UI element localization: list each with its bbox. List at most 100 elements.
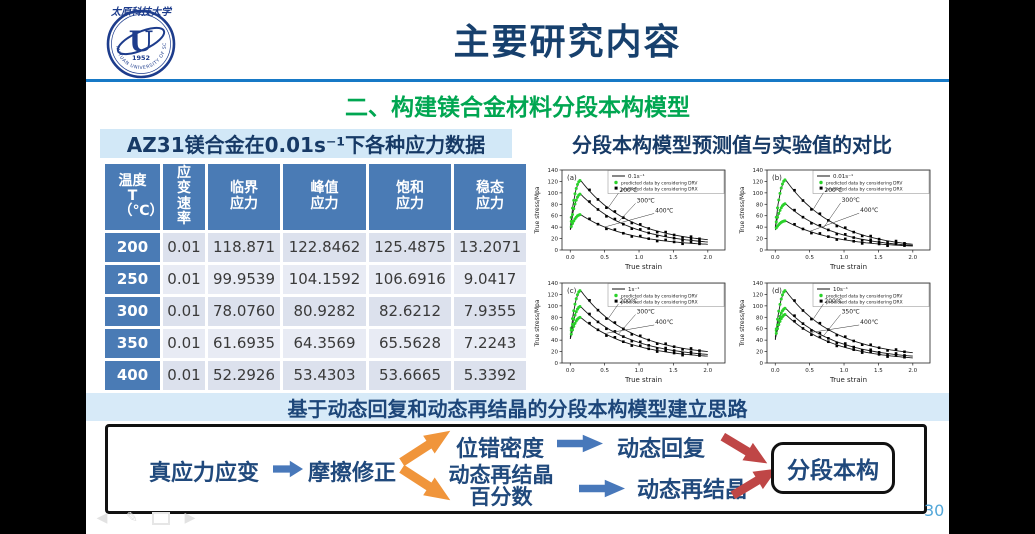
- temperature-cell: 400: [105, 360, 160, 390]
- temperature-cell: 200: [105, 232, 160, 262]
- svg-text:80: 80: [756, 315, 763, 321]
- svg-text:predicted data by considering: predicted data by considering DRX: [621, 187, 698, 193]
- table-header-row: 温度T（℃） 应变速率 临界应力 峰值应力 饱和应力 稳态应力: [105, 164, 526, 230]
- svg-text:太原科技大学: 太原科技大学: [110, 6, 173, 18]
- svg-text:400℃: 400℃: [655, 319, 673, 326]
- svg-text:200℃: 200℃: [619, 187, 637, 194]
- svg-text:60: 60: [756, 214, 763, 220]
- svg-text:120: 120: [548, 292, 559, 298]
- value-cell: 64.3569: [283, 328, 366, 358]
- svg-text:80: 80: [756, 202, 763, 208]
- column-header: 应变速率: [163, 164, 205, 230]
- svg-text:0.5: 0.5: [805, 255, 814, 261]
- value-cell: 7.2243: [454, 328, 526, 358]
- svg-text:1.5: 1.5: [874, 368, 883, 374]
- svg-text:80: 80: [551, 315, 558, 321]
- page-number: 30: [924, 501, 945, 520]
- svg-text:(c): (c): [567, 287, 577, 295]
- table-body: 200 0.01 118.871 122.8462 125.4875 13.2071 250…: [105, 232, 526, 390]
- svg-text:2.0: 2.0: [703, 255, 712, 261]
- svg-text:0.0: 0.0: [771, 368, 780, 374]
- column-header: 峰值应力: [283, 164, 366, 230]
- svg-text:120: 120: [548, 179, 559, 185]
- arrow-right-icon: [273, 460, 303, 478]
- svg-text:predicted data by considering: predicted data by considering DRV: [826, 293, 902, 299]
- column-header: 临界应力: [208, 164, 280, 230]
- temperature-cell: 300: [105, 296, 160, 326]
- svg-text:100: 100: [753, 304, 764, 310]
- svg-text:1.0: 1.0: [840, 255, 849, 261]
- svg-text:True strain: True strain: [829, 263, 867, 271]
- stress-strain-plot: 0 20 40 60 80 100 120 140 0.0 0.5 1.0 1.5 2.0 True st…: [739, 168, 931, 271]
- flow-node-true-stress-strain: 真应力应变: [149, 461, 260, 486]
- value-cell: 0.01: [163, 328, 205, 358]
- svg-text:(b): (b): [772, 174, 782, 182]
- svg-text:300℃: 300℃: [637, 197, 655, 204]
- stress-strain-plot: 0 20 40 60 80 100 120 140 0.0 0.5 1.0 1.5 2.0 True st…: [534, 168, 726, 271]
- svg-text:2.0: 2.0: [908, 255, 917, 261]
- comparison-charts: 0 20 40 60 80 100 120 140 0.0 0.5 1.0 1.5 2.0 True st…: [532, 163, 938, 389]
- svg-text:0: 0: [760, 361, 764, 367]
- flow-node-dislocation-density: 位错密度: [456, 437, 545, 462]
- stress-strain-plot: 0 20 40 60 80 100 120 140 0.0 0.5 1.0 1.5 2.0 True st…: [534, 281, 726, 384]
- arrow-down-right-icon: [717, 427, 773, 473]
- svg-text:True strain: True strain: [829, 376, 867, 384]
- svg-text:1s⁻¹: 1s⁻¹: [628, 286, 639, 293]
- value-cell: 7.9355: [454, 296, 526, 326]
- svg-text:predicted data by considering: predicted data by considering DRX: [621, 300, 698, 306]
- svg-text:predicted data by considering: predicted data by considering DRV: [621, 293, 697, 299]
- value-cell: 53.6665: [369, 360, 451, 390]
- svg-text:1.5: 1.5: [874, 255, 883, 261]
- value-cell: 9.0417: [454, 264, 526, 294]
- svg-text:140: 140: [548, 168, 559, 174]
- svg-text:20: 20: [756, 237, 763, 243]
- svg-text:60: 60: [551, 214, 558, 220]
- svg-text:200℃: 200℃: [824, 298, 842, 305]
- pen-tool-button[interactable]: ✎: [126, 510, 138, 526]
- svg-text:80: 80: [551, 202, 558, 208]
- flowchart-box: 真应力应变 摩擦修正 位错密度 动态回复 动态再结晶百分数 动态再结晶 分段本构: [105, 424, 927, 514]
- page-title: 主要研究内容: [453, 22, 682, 63]
- value-cell: 99.9539: [208, 264, 280, 294]
- table-row: 400 0.01 52.2926 53.4303 53.6665 5.3392: [105, 360, 526, 390]
- stress-data-table: 温度T（℃） 应变速率 临界应力 峰值应力 饱和应力 稳态应力 200 0.01 118.87…: [102, 161, 529, 393]
- svg-text:2.0: 2.0: [908, 368, 917, 374]
- previous-slide-button[interactable]: ◀: [96, 510, 108, 526]
- svg-text:True stress/Mpa: True stress/Mpa: [534, 186, 541, 234]
- table-row: 350 0.01 61.6935 64.3569 65.5628 7.2243: [105, 328, 526, 358]
- svg-text:0.0: 0.0: [566, 368, 575, 374]
- charts-title: 分段本构模型预测值与实验值的对比: [572, 133, 892, 157]
- svg-text:140: 140: [753, 281, 764, 287]
- svg-text:40: 40: [551, 225, 558, 231]
- table-row: 200 0.01 118.871 122.8462 125.4875 13.2071: [105, 232, 526, 262]
- next-slide-button[interactable]: ▶: [184, 510, 196, 526]
- section-subtitle: 二、构建镁合金材料分段本构模型: [345, 95, 690, 121]
- svg-text:1952: 1952: [132, 54, 150, 62]
- value-cell: 104.1592: [283, 264, 366, 294]
- value-cell: 52.2926: [208, 360, 280, 390]
- value-cell: 118.871: [208, 232, 280, 262]
- svg-text:120: 120: [753, 292, 764, 298]
- university-seal-icon: TAIYUAN UNIVERSITY OF SCIENCE AND TECHNO…: [88, 0, 176, 79]
- svg-text:100: 100: [548, 191, 559, 197]
- value-cell: 53.4303: [283, 360, 366, 390]
- flow-node-drx-fraction: 动态再结晶百分数: [448, 463, 554, 509]
- slideshow-menu-button[interactable]: [152, 511, 170, 525]
- svg-text:1.0: 1.0: [635, 255, 644, 261]
- value-cell: 82.6212: [369, 296, 451, 326]
- svg-text:0.01s⁻¹: 0.01s⁻¹: [833, 173, 853, 180]
- svg-text:40: 40: [551, 338, 558, 344]
- value-cell: 0.01: [163, 296, 205, 326]
- svg-text:60: 60: [551, 327, 558, 333]
- flow-banner: 基于动态回复和动态再结晶的分段本构模型建立思路: [86, 393, 949, 421]
- university-logo: TAIYUAN UNIVERSITY OF SCIENCE AND TECHNO…: [88, 0, 191, 79]
- svg-text:140: 140: [753, 168, 764, 174]
- svg-text:0.5: 0.5: [805, 368, 814, 374]
- svg-text:400℃: 400℃: [655, 207, 673, 214]
- svg-text:True strain: True strain: [624, 376, 662, 384]
- svg-text:140: 140: [548, 281, 559, 287]
- svg-text:1.0: 1.0: [840, 368, 849, 374]
- value-cell: 0.01: [163, 232, 205, 262]
- table-title: AZ31镁合金在0.01s⁻¹下各种应力数据: [100, 129, 512, 158]
- chart-c: 0 20 40 60 80 100 120 140 0.0 0.5 1.0 1.5 2.0 True st…: [532, 276, 732, 387]
